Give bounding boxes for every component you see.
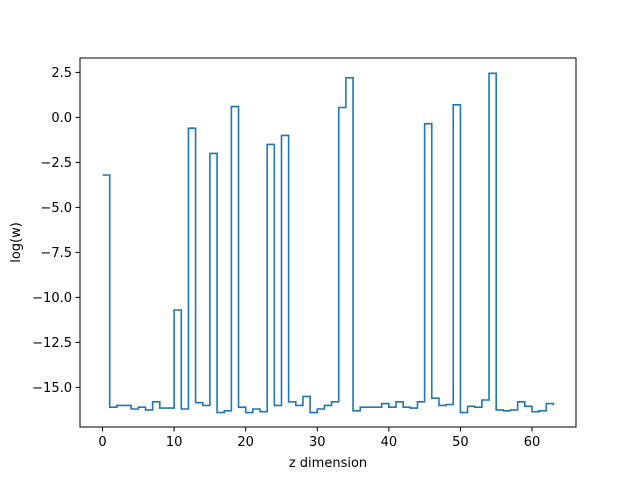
x-tick-label: 10 [166,435,183,450]
x-axis-label: z dimension [289,456,367,471]
x-tick-label: 0 [98,435,106,450]
y-tick-label: −10.0 [32,291,72,306]
y-tick-label: −15.0 [32,381,72,396]
y-tick-label: −7.5 [40,246,72,261]
y-axis-label: log(w) [9,222,24,263]
y-tick-label: −2.5 [40,156,72,171]
ticks: 0 10 20 30 40 50 60 2.5 0.0 −2.5 −5.0 −7.5 −10.0 −12.… [32,66,540,450]
plot-area [102,72,555,414]
y-tick-label: 2.5 [51,66,72,81]
x-tick-label: 50 [452,435,469,450]
y-tick-label: −5.0 [40,201,72,216]
axes-frame [79,57,577,428]
y-tick-label: −12.5 [32,336,72,351]
x-tick-label: 40 [381,435,398,450]
y-tick-label: 0.0 [51,111,72,126]
series-line [102,72,555,414]
x-tick-label: 60 [524,435,541,450]
x-tick-label: 30 [309,435,326,450]
x-tick-label: 20 [237,435,254,450]
